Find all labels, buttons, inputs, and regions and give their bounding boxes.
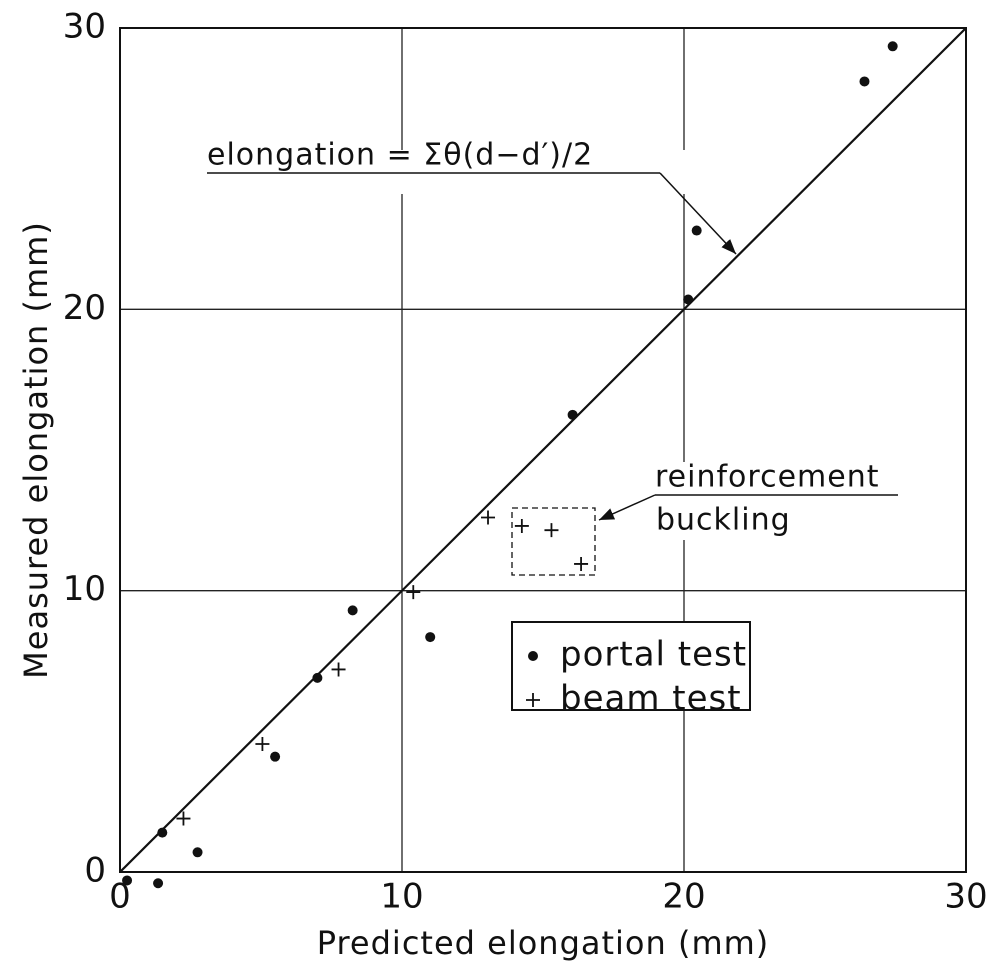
dot-marker	[567, 409, 578, 420]
highlight-box	[511, 507, 596, 576]
x-tick-label: 10	[380, 877, 423, 917]
dot-marker	[691, 225, 702, 236]
y-tick-label: 20	[63, 288, 106, 328]
annotation-bg	[205, 150, 690, 194]
annotation-arrow	[659, 172, 737, 255]
x-tick-label: 0	[109, 877, 131, 917]
plot-frame	[119, 27, 967, 873]
y-tick-label: 0	[84, 851, 106, 891]
dot-marker	[157, 827, 168, 838]
annotation: buckling	[656, 503, 791, 538]
dot-marker	[683, 294, 694, 305]
dot-marker	[153, 878, 164, 889]
dot-marker	[347, 605, 358, 616]
plus-marker	[176, 811, 191, 826]
annotation-arrow	[598, 494, 656, 521]
dot-marker	[312, 672, 323, 683]
plus-marker	[544, 523, 559, 538]
plus-marker	[514, 518, 529, 533]
reference-line	[119, 27, 967, 873]
dot-marker	[192, 847, 203, 858]
legend-label: portal test	[560, 635, 747, 675]
y-axis-label: Measured elongation (mm)	[17, 221, 55, 679]
plus-marker	[406, 585, 421, 600]
marks	[122, 41, 898, 889]
dot-marker	[528, 651, 538, 661]
annotation: elongation = Σθ(d−d′)/2	[207, 138, 593, 173]
x-tick-label: 30	[944, 877, 987, 917]
plus-marker	[255, 736, 270, 751]
y-tick-label: 10	[63, 569, 106, 609]
x-axis-label: Predicted elongation (mm)	[317, 924, 770, 962]
dot-marker	[425, 632, 436, 643]
plus-marker	[526, 693, 540, 707]
plus-marker	[574, 556, 589, 571]
plus-marker	[331, 662, 346, 677]
legend-label: beam test	[560, 679, 742, 719]
dot-marker	[887, 41, 898, 52]
legend-box	[511, 621, 751, 711]
y-tick-label: 30	[63, 7, 106, 47]
annotation: reinforcement	[655, 460, 879, 495]
dot-marker	[270, 751, 281, 762]
dot-marker	[122, 875, 133, 886]
dot-marker	[859, 76, 870, 87]
annotation-bg	[652, 462, 902, 540]
plus-marker	[481, 510, 496, 525]
x-tick-label: 20	[662, 877, 705, 917]
